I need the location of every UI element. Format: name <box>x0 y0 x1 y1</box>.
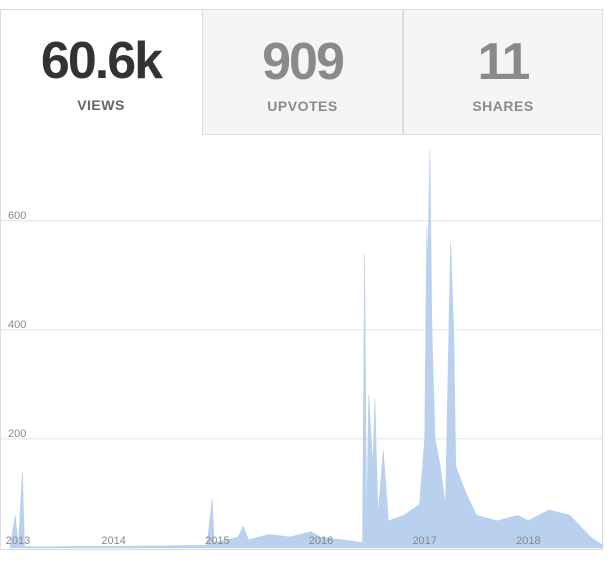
tab-label: UPVOTES <box>267 98 338 114</box>
shares-tab[interactable]: 11 SHARES <box>403 9 603 135</box>
x-tick-label: 2018 <box>516 535 540 547</box>
x-tick-label: 2015 <box>205 535 229 547</box>
tab-value: 60.6k <box>40 32 163 90</box>
y-tick-label: 400 <box>8 319 26 331</box>
tab-value: 11 <box>477 33 531 91</box>
x-tick-label: 2017 <box>412 535 436 547</box>
area <box>9 149 604 549</box>
views-tab[interactable]: 60.6k VIEWS <box>0 9 202 135</box>
tab-label: SHARES <box>472 98 534 114</box>
upvotes-tab[interactable]: 909 UPVOTES <box>202 9 403 135</box>
y-tick-label: 600 <box>8 210 26 222</box>
x-tick-label: 2014 <box>101 535 125 547</box>
x-tick-label: 2016 <box>309 535 333 547</box>
y-tick-label: 200 <box>8 428 26 440</box>
x-tick-label: 2013 <box>6 535 30 547</box>
tab-value: 909 <box>262 33 345 91</box>
tab-label: VIEWS <box>77 97 125 113</box>
